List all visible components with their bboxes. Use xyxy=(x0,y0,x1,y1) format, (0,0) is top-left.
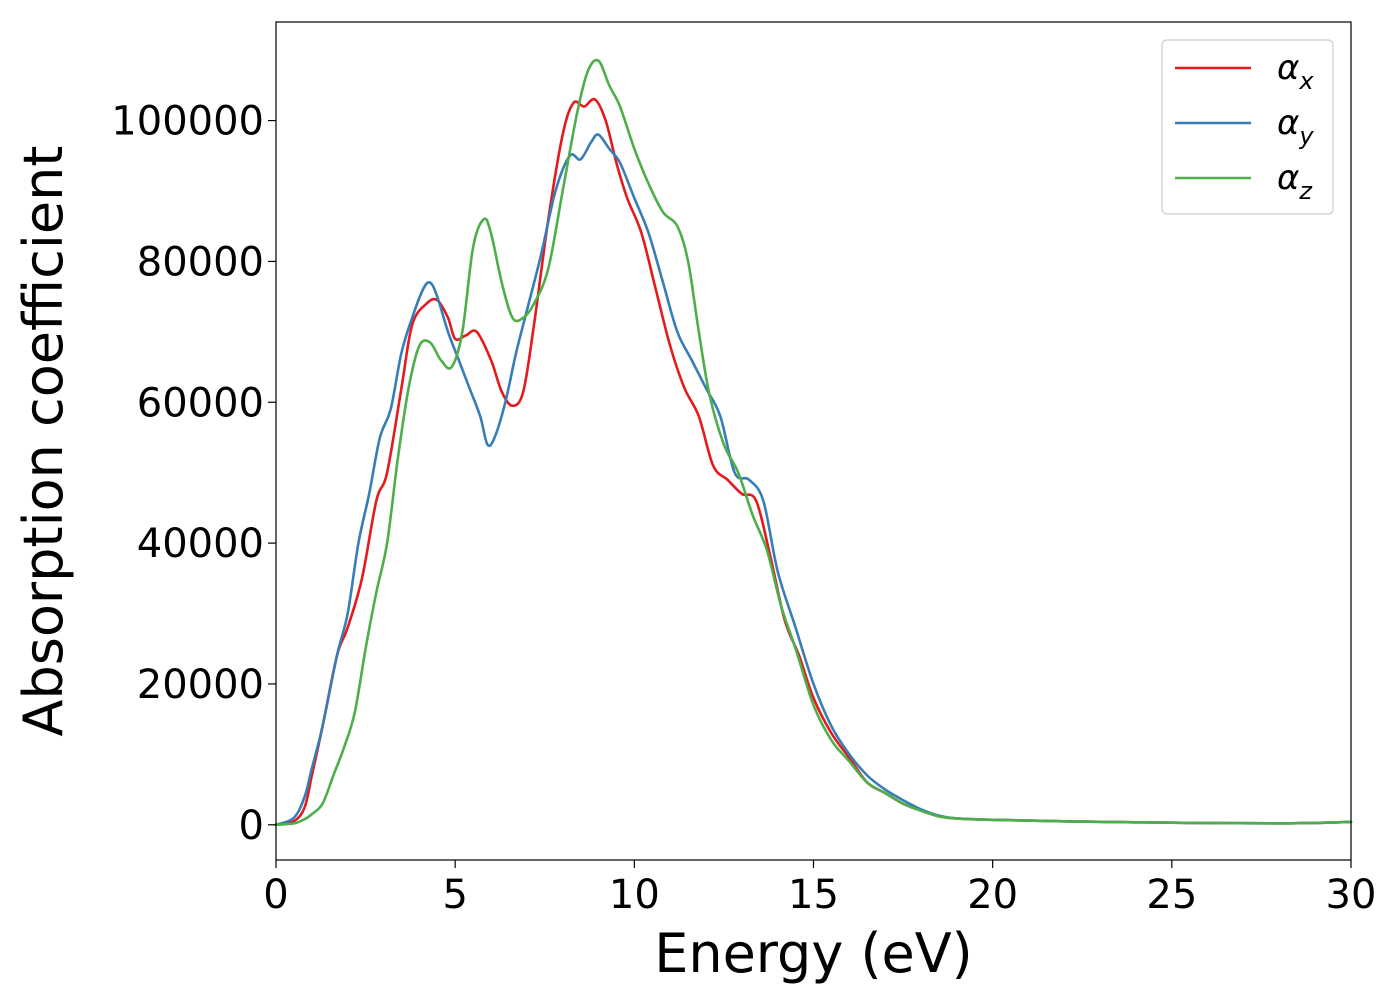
x-tick-label: 30 xyxy=(1326,872,1377,918)
series-line-z xyxy=(274,58,1353,827)
legend: αx αy αz xyxy=(1161,39,1334,215)
legend-box xyxy=(1161,39,1334,215)
x-tick-label: 20 xyxy=(967,872,1018,918)
x-axis: 0 5 10 15 20 25 30 xyxy=(263,860,1376,918)
x-axis-label: Energy (eV) xyxy=(654,922,973,985)
y-tick-label: 60000 xyxy=(137,380,264,426)
legend-label-y: αy xyxy=(1277,103,1314,150)
x-tick-label: 15 xyxy=(788,872,839,918)
x-tick-label: 10 xyxy=(609,872,660,918)
x-tick-label: 0 xyxy=(263,872,288,918)
y-tick-label: 40000 xyxy=(137,521,264,567)
x-tick-label: 25 xyxy=(1146,872,1197,918)
x-tick-label: 5 xyxy=(442,872,467,918)
y-axis: 0 20000 40000 60000 80000 100000 xyxy=(111,99,276,849)
y-tick-label: 80000 xyxy=(137,239,264,285)
y-tick-label: 20000 xyxy=(137,662,264,708)
legend-label-z: αz xyxy=(1277,158,1313,205)
y-tick-label: 100000 xyxy=(111,99,264,145)
series-line-y xyxy=(274,133,1353,827)
series-layer xyxy=(274,58,1353,827)
y-tick-label: 0 xyxy=(239,803,264,849)
legend-label-x: αx xyxy=(1277,48,1314,95)
y-axis-label: Absorption coefficient xyxy=(12,146,75,737)
